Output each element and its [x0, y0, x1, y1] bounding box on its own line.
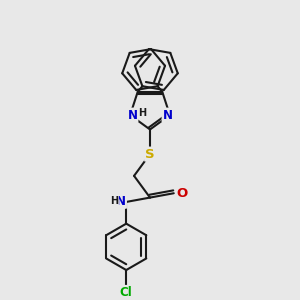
Text: S: S: [145, 148, 155, 160]
Text: H: H: [138, 108, 146, 118]
Text: N: N: [116, 195, 126, 208]
Text: O: O: [176, 187, 188, 200]
Text: H: H: [110, 196, 118, 206]
Text: N: N: [128, 109, 137, 122]
Text: Cl: Cl: [120, 286, 133, 299]
Text: N: N: [163, 109, 172, 122]
